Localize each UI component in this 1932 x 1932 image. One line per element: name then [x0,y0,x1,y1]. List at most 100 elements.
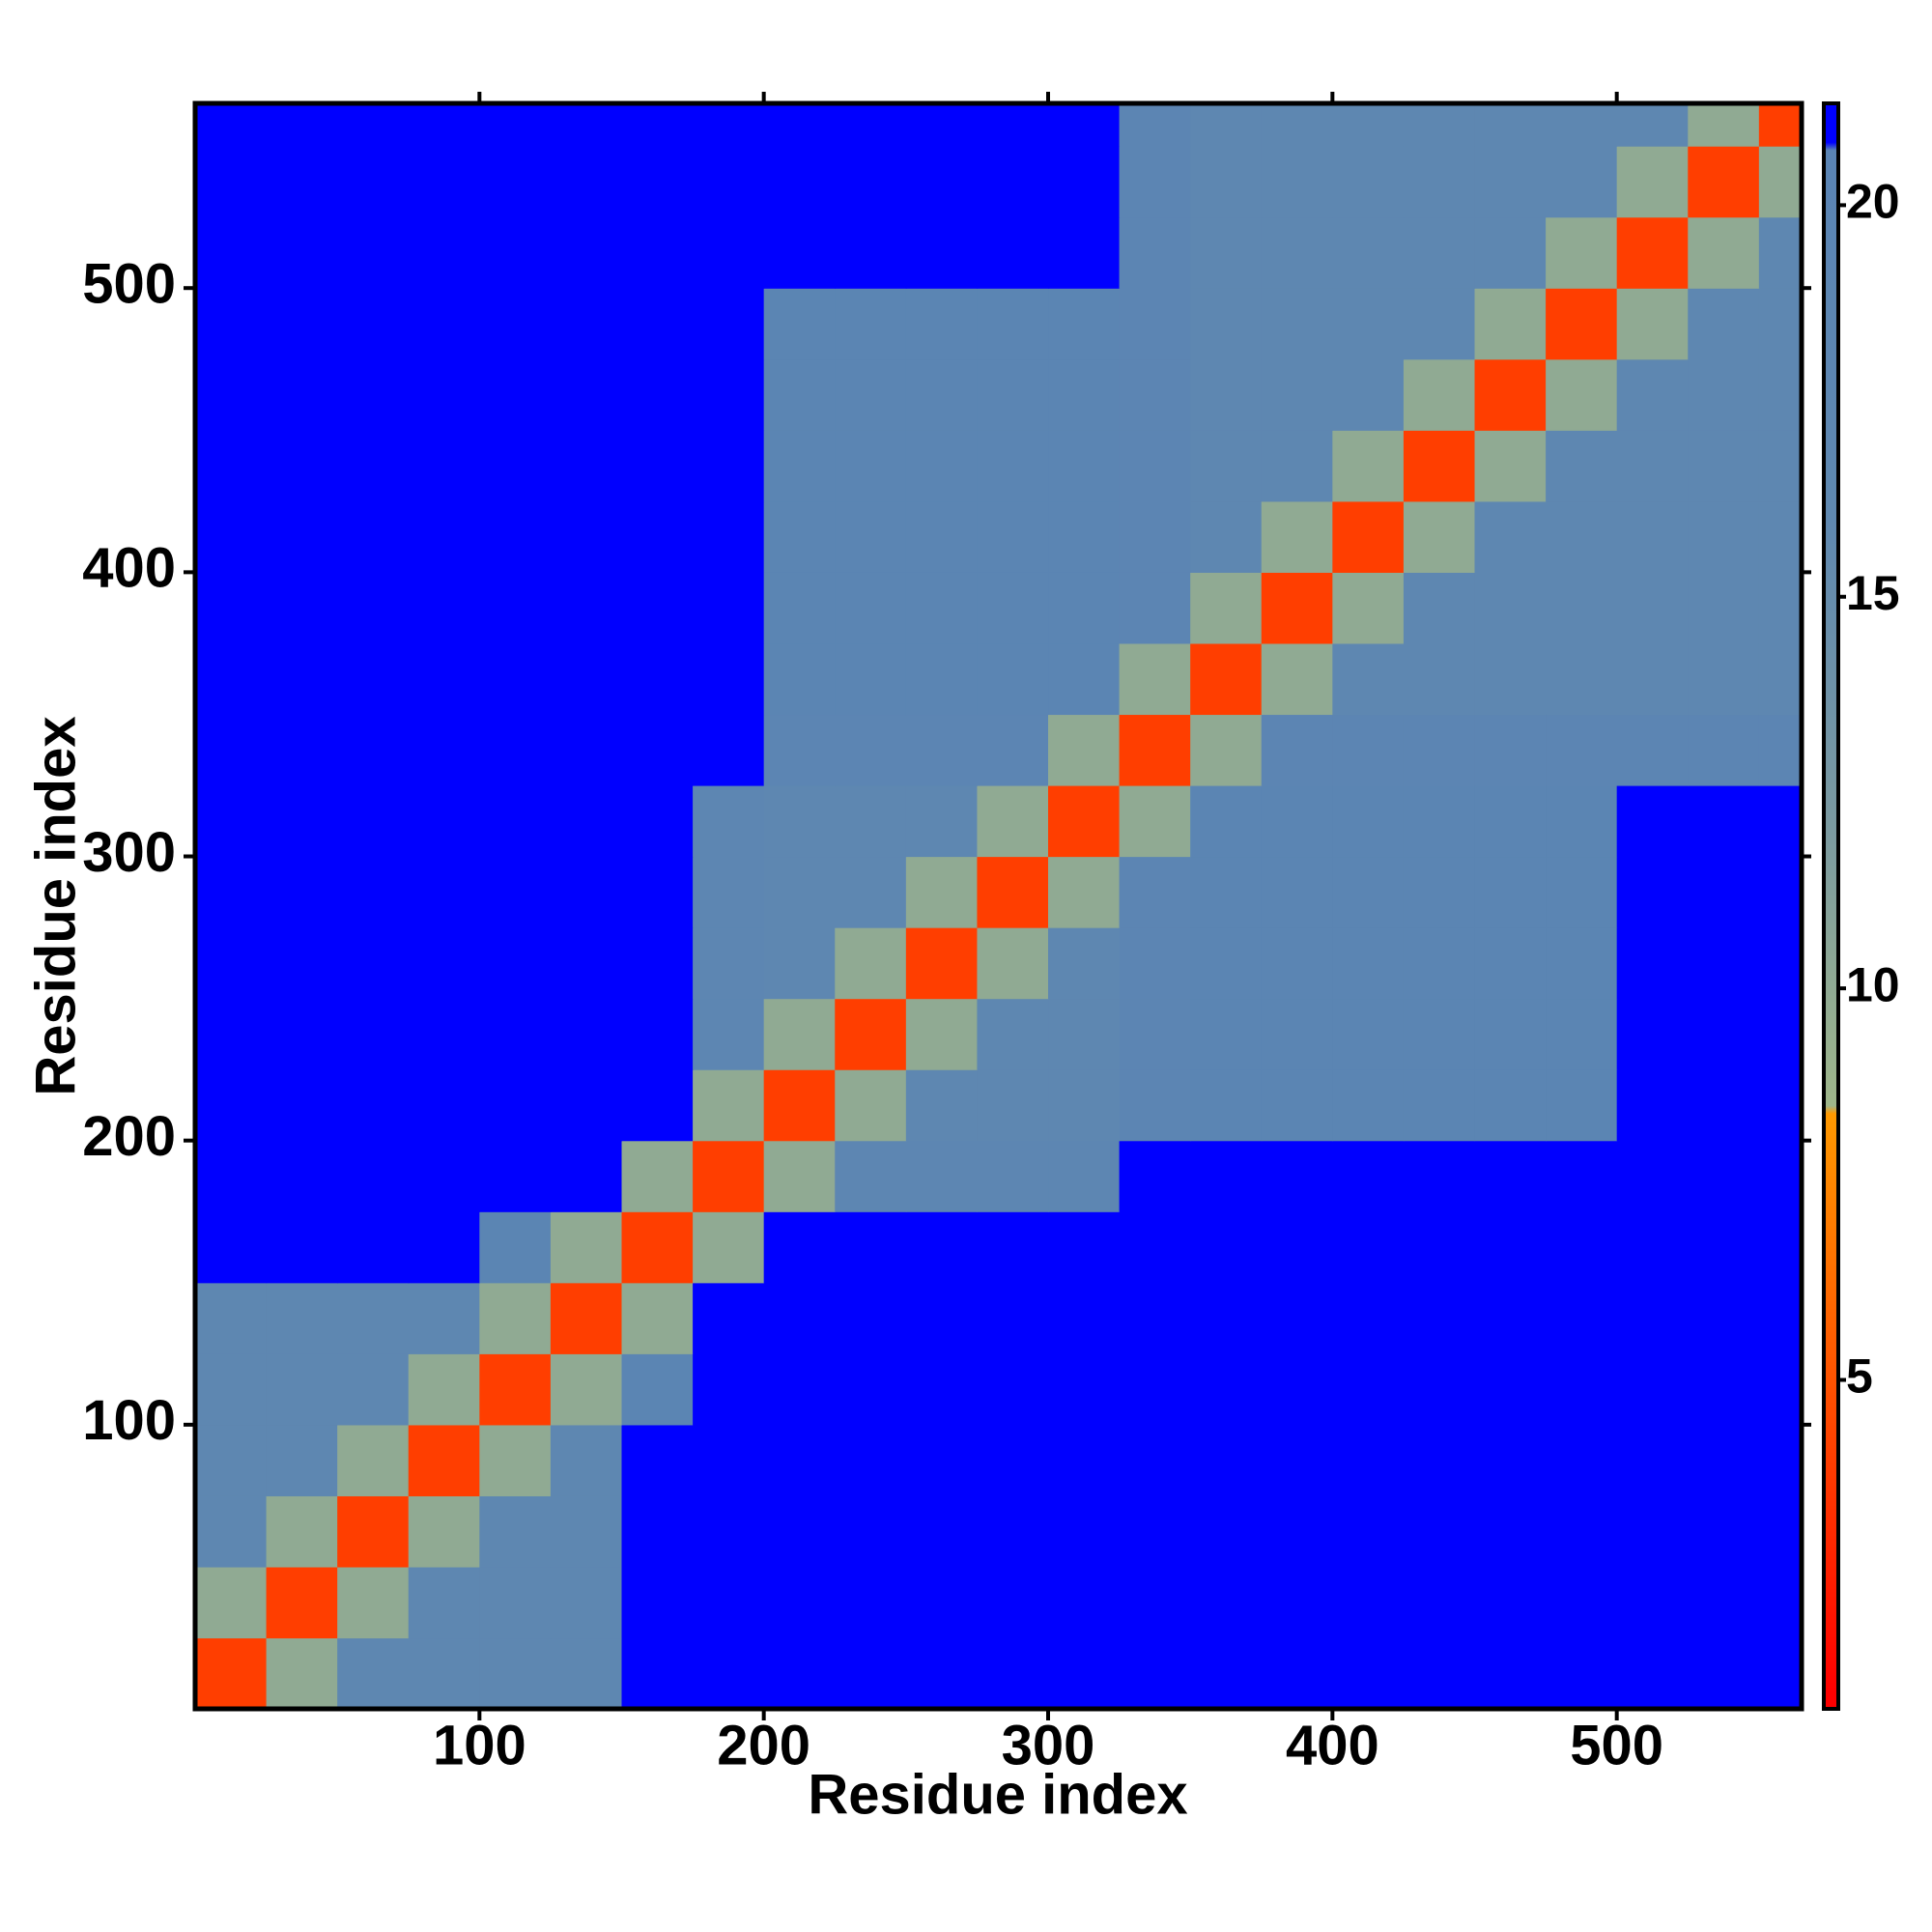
heatmap-cell [763,856,836,928]
heatmap-cell [1758,1495,1803,1568]
heatmap-cell [550,1424,623,1496]
heatmap-cell [621,998,694,1070]
heatmap-cell [1332,216,1405,289]
heatmap-cell [195,358,268,431]
heatmap-cell [1119,1566,1191,1639]
heatmap-cell [1332,1140,1405,1212]
heatmap-cell [693,1637,765,1710]
heatmap-cell [1616,856,1689,928]
heatmap-cell [835,146,907,218]
heatmap-cell [1688,146,1760,218]
heatmap-cell [1048,430,1121,502]
heatmap-cell [1616,1566,1689,1639]
heatmap-cell [1190,784,1263,858]
heatmap-cell [763,1566,836,1639]
heatmap-cell [195,500,268,573]
heatmap-cell [1688,1211,1760,1284]
heatmap-cell [1688,784,1760,858]
heatmap-cell [1048,1211,1121,1284]
heatmap-cell [1048,998,1121,1070]
heatmap-cell [977,146,1049,218]
heatmap-cell [1190,358,1263,431]
heatmap-cell [1119,288,1191,360]
heatmap-cell [1616,1353,1689,1426]
heatmap-cell [763,1140,836,1212]
heatmap-cell [621,714,694,786]
heatmap-cell [1474,1424,1547,1496]
heatmap-cell [408,927,480,1000]
heatmap-cell [266,358,338,431]
heatmap-cell [905,1069,979,1142]
heatmap-cell [479,856,552,928]
heatmap-cell [1119,1282,1191,1354]
heatmap-cell [621,1424,694,1496]
heatmap-cell [977,103,1049,147]
heatmap-cell [195,1353,268,1426]
heatmap-cell [1119,714,1191,786]
heatmap-cell [1616,784,1689,858]
heatmap-cell [1261,1282,1333,1354]
heatmap-cell [1758,103,1803,147]
heatmap-cell [266,998,338,1070]
heatmap-cell [550,714,623,786]
heatmap-cell [1688,1566,1760,1639]
heatmap-cell [550,1637,623,1710]
heatmap-cell [977,572,1049,644]
heatmap-cell [550,856,623,928]
heatmap-cell [1688,288,1760,360]
heatmap-cell [1332,103,1405,147]
heatmap-cell [905,216,979,289]
heatmap-cell [835,1211,907,1284]
heatmap-cell [479,288,552,360]
heatmap-cell [621,642,694,716]
heatmap-cell [693,927,765,1000]
heatmap-cell [479,216,552,289]
heatmap-cell [1616,1069,1689,1142]
heatmap-cell [550,103,623,147]
heatmap-cell [1403,288,1476,360]
heatmap-cell [693,1424,765,1496]
heatmap-cell [550,572,623,644]
heatmap-cell [1119,216,1191,289]
heatmap-cell [905,1282,979,1354]
heatmap-cell [1403,1637,1476,1710]
heatmap-cell [195,216,268,289]
heatmap-cell [1048,927,1121,1000]
heatmap-cell [1546,714,1618,786]
heatmap-cell [1332,714,1405,786]
heatmap-cell [1119,572,1191,644]
heatmap-cell [337,358,410,431]
heatmap-cell [1119,1353,1191,1426]
heatmap-cell [835,1069,907,1142]
heatmap-cell [693,572,765,644]
colorbar-tick-label: 20 [1846,175,1900,229]
heatmap-cell [621,1140,694,1212]
heatmap-cell [835,1495,907,1568]
heatmap-cell [905,1495,979,1568]
heatmap-cell [1190,146,1263,218]
heatmap-cell [266,146,338,218]
heatmap-cell [1616,1495,1689,1568]
heatmap-cell [763,1069,836,1142]
heatmap-cell [195,1140,268,1212]
heatmap-cell [1474,1282,1547,1354]
heatmap-cell [408,572,480,644]
heatmap-cell [1332,1424,1405,1496]
heatmap-cell [1261,1211,1333,1284]
y-axis-title: Residue index [24,716,87,1095]
heatmap-cell [835,927,907,1000]
heatmap-cell [693,714,765,786]
heatmap-cell [337,146,410,218]
heatmap-cell [1332,998,1405,1070]
heatmap-cell [408,784,480,858]
heatmap-cell [621,430,694,502]
heatmap-cell [1546,642,1618,716]
heatmap-cell [763,714,836,786]
heatmap-cell [1758,1282,1803,1354]
heatmap-cell [550,500,623,573]
heatmap-cell [1190,216,1263,289]
heatmap-cell [693,358,765,431]
heatmap-cell [977,1637,1049,1710]
heatmap-cell [550,1211,623,1284]
heatmap-cell [1758,500,1803,573]
